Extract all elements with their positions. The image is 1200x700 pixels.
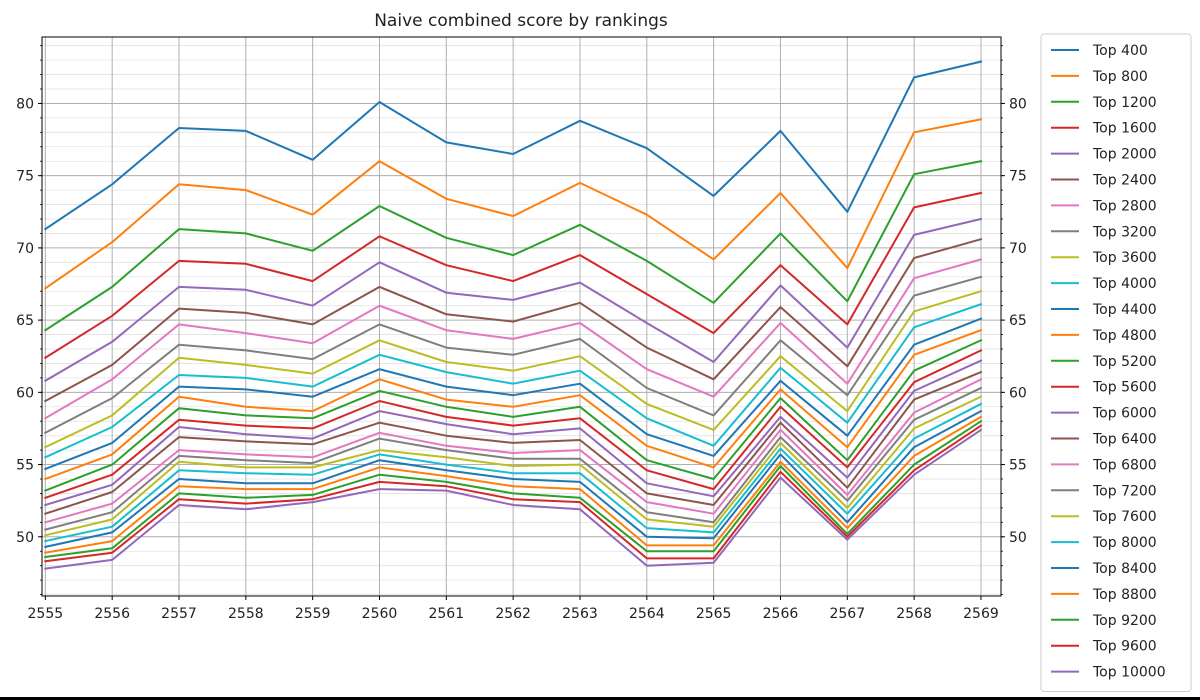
legend-label: Top 2800 bbox=[1092, 198, 1157, 214]
series-line bbox=[43, 302, 983, 459]
legend-label: Top 4000 bbox=[1092, 276, 1157, 292]
x-tick-label: 2561 bbox=[428, 606, 464, 622]
series-line bbox=[43, 118, 983, 290]
legend-label: Top 9200 bbox=[1092, 613, 1157, 629]
series-line bbox=[43, 258, 983, 420]
legend-label: Top 7200 bbox=[1092, 483, 1157, 499]
legend-label: Top 6800 bbox=[1092, 457, 1157, 473]
legend-label: Top 1600 bbox=[1092, 121, 1157, 137]
x-tick-label: 2560 bbox=[362, 606, 398, 622]
x-tick-label: 2562 bbox=[495, 606, 531, 622]
x-tick-label: 2559 bbox=[295, 606, 331, 622]
y-tick-label: 60 bbox=[16, 385, 34, 401]
legend-label: Top 2400 bbox=[1092, 173, 1157, 189]
series-line bbox=[44, 424, 983, 563]
series-line bbox=[43, 289, 983, 449]
series-line bbox=[43, 217, 983, 383]
y-tick-label-right: 80 bbox=[1009, 96, 1027, 112]
y-tick-label-right: 60 bbox=[1009, 385, 1027, 401]
series-line bbox=[44, 409, 983, 549]
series-line bbox=[43, 275, 983, 435]
x-tick-label: 2557 bbox=[161, 606, 197, 622]
y-tick-label-right: 75 bbox=[1009, 169, 1027, 185]
legend-label: Top 6400 bbox=[1092, 432, 1157, 448]
legend-label: Top 8400 bbox=[1092, 561, 1157, 577]
series-line bbox=[44, 349, 983, 500]
x-tick-label: 2566 bbox=[763, 606, 799, 622]
y-tick-label-right: 55 bbox=[1009, 458, 1027, 474]
series-line bbox=[43, 60, 983, 231]
series-line bbox=[44, 415, 983, 554]
y-tick-label: 70 bbox=[16, 241, 34, 257]
legend: Top 400 Top 800 Top 1200 Top 1600 Top 2000 To… bbox=[1040, 33, 1192, 692]
series-line bbox=[44, 328, 983, 481]
series-line bbox=[44, 428, 983, 570]
series-line bbox=[44, 317, 983, 471]
series-line bbox=[43, 160, 983, 332]
legend-label: Top 5600 bbox=[1092, 380, 1157, 396]
axes: 50 50 55 55 60 60 65 65 70 70 75 75 80 80 2555 2556 2557… bbox=[16, 45, 1027, 622]
legend-label: Top 3200 bbox=[1092, 224, 1157, 240]
series-line bbox=[43, 191, 983, 360]
x-tick-label: 2568 bbox=[896, 606, 932, 622]
legend-label: Top 2000 bbox=[1092, 147, 1157, 163]
plot-frame bbox=[41, 36, 1002, 597]
series-line bbox=[44, 359, 983, 507]
x-tick-label: 2569 bbox=[963, 606, 999, 622]
legend-label: Top 3600 bbox=[1092, 250, 1157, 266]
y-tick-label: 75 bbox=[16, 169, 34, 185]
legend-label: Top 1200 bbox=[1092, 95, 1157, 111]
window-bottom-edge bbox=[0, 697, 1200, 700]
series-line bbox=[44, 402, 983, 543]
x-tick-label: 2563 bbox=[562, 606, 598, 622]
series-line bbox=[44, 395, 983, 537]
legend-label: Top 8000 bbox=[1092, 535, 1157, 551]
x-tick-label: 2564 bbox=[629, 606, 665, 622]
series-line bbox=[44, 370, 983, 515]
series-lines bbox=[43, 60, 983, 570]
legend-label: Top 4400 bbox=[1092, 302, 1157, 318]
x-tick-label: 2556 bbox=[94, 606, 130, 622]
legend-label: Top 800 bbox=[1092, 69, 1148, 85]
legend-label: Top 10000 bbox=[1092, 665, 1166, 681]
legend-label: Top 4800 bbox=[1092, 328, 1157, 344]
series-line bbox=[44, 377, 983, 524]
legend-label: Top 6000 bbox=[1092, 406, 1157, 422]
series-line bbox=[43, 237, 983, 403]
legend-label: Top 9600 bbox=[1092, 639, 1157, 655]
x-tick-label: 2558 bbox=[228, 606, 264, 622]
x-tick-label: 2567 bbox=[829, 606, 865, 622]
series-line bbox=[44, 386, 983, 531]
y-tick-label: 55 bbox=[16, 458, 34, 474]
y-tick-label-right: 70 bbox=[1009, 241, 1027, 257]
y-tick-label-right: 50 bbox=[1009, 530, 1027, 546]
y-tick-label: 50 bbox=[16, 530, 34, 546]
x-tick-label: 2565 bbox=[696, 606, 732, 622]
y-tick-label: 80 bbox=[16, 96, 34, 112]
legend-label: Top 7600 bbox=[1092, 509, 1157, 525]
legend-label: Top 5200 bbox=[1092, 354, 1157, 370]
chart-title: Naive combined score by rankings bbox=[374, 11, 668, 31]
legend-box bbox=[1040, 33, 1192, 692]
series-line bbox=[44, 419, 983, 559]
x-tick-label: 2555 bbox=[28, 606, 64, 622]
y-tick-label-right: 65 bbox=[1009, 313, 1027, 329]
legend-label: Top 8800 bbox=[1092, 587, 1157, 603]
y-tick-label: 65 bbox=[16, 313, 34, 329]
legend-label: Top 400 bbox=[1092, 43, 1148, 59]
series-line bbox=[44, 338, 983, 492]
